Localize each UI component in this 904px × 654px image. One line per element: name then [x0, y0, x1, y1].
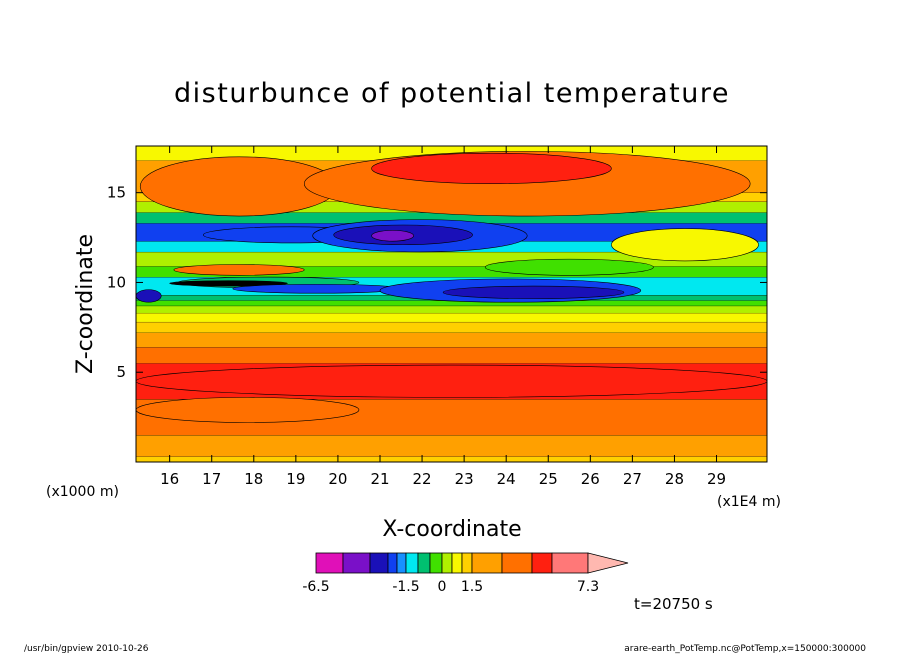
y-axis-label: Z-coordinate [73, 234, 98, 374]
colorbar-segment [417, 552, 431, 574]
colorbar-segment [461, 552, 473, 574]
colorbar-segment [396, 552, 407, 574]
contour-region [484, 258, 654, 276]
x-tick-label: 17 [202, 470, 221, 488]
contour-band [136, 435, 767, 457]
x-tick-label: 25 [539, 470, 558, 488]
colorbar-label: -6.5 [302, 579, 329, 595]
x-tick-label: 18 [244, 470, 263, 488]
x-axis: 16 17 18 19 20 21 22 23 24 25 26 27 28 29 [160, 146, 726, 488]
colorbar-segment [369, 552, 389, 574]
contour-band [136, 347, 767, 364]
colorbar-label: 1.5 [461, 579, 483, 595]
colorbar-segment [429, 552, 443, 574]
contour-region [169, 280, 288, 287]
colorbar-segment [342, 552, 371, 574]
contour-band [136, 312, 767, 322]
colorbar-segment [501, 552, 533, 574]
x-tick-label: 27 [623, 470, 642, 488]
footer-right: arare-earth_PotTemp.nc@PotTemp,x=150000:… [624, 644, 866, 654]
colorbar-label: 7.3 [577, 579, 599, 595]
x-tick-label: 24 [497, 470, 516, 488]
contour-region [371, 230, 414, 242]
contour-region [136, 397, 360, 423]
contour-band [136, 212, 767, 224]
x-tick-label: 22 [413, 470, 432, 488]
colorbar-segment [315, 552, 344, 574]
x-tick-label: 26 [581, 470, 600, 488]
contour-band [136, 300, 767, 306]
y-tick-label: 5 [116, 363, 126, 381]
contour-band [136, 305, 767, 313]
y-tick-label: 10 [107, 273, 126, 291]
x-axis-label: X-coordinate [382, 517, 521, 542]
footer-left: /usr/bin/gpview 2010-10-26 [24, 644, 149, 654]
x-tick-label: 21 [370, 470, 389, 488]
colorbar-segment [451, 552, 463, 574]
x-unit-right: (x1E4 m) [717, 494, 781, 510]
contour-region [136, 364, 767, 398]
colorbar-segment [441, 552, 453, 574]
contour-region [371, 152, 612, 185]
y-tick-label: 15 [107, 184, 126, 202]
x-unit-left: (x1000 m) [46, 484, 119, 500]
contour-region [442, 285, 625, 299]
time-label: t=20750 s [634, 595, 713, 613]
colorbar-segment [551, 552, 589, 574]
x-tick-label: 29 [707, 470, 726, 488]
x-tick-label: 16 [160, 470, 179, 488]
contour-region [136, 289, 162, 303]
contour-band [136, 266, 767, 278]
contour-band [136, 321, 767, 333]
contour-region [232, 283, 402, 294]
x-tick-label: 28 [665, 470, 684, 488]
contour-band [136, 332, 767, 348]
colorbar-segment [405, 552, 419, 574]
plot-area [136, 146, 767, 462]
x-tick-label: 19 [286, 470, 305, 488]
y-axis: 5 10 15 [107, 184, 767, 381]
chart-title: disturbunce of potential temperature [174, 78, 730, 109]
colorbar-segment [471, 552, 503, 574]
colorbar-segment [531, 552, 553, 574]
colorbar-arrow [587, 552, 629, 574]
contour-region [611, 228, 759, 262]
contour-band [136, 456, 767, 462]
colorbar [315, 552, 629, 574]
x-tick-label: 20 [328, 470, 347, 488]
x-tick-label: 23 [455, 470, 474, 488]
colorbar-label: 0 [438, 579, 447, 595]
colorbar-label: -1.5 [392, 579, 419, 595]
contour-region [173, 264, 305, 276]
plot-frame [135, 145, 768, 463]
colorbar-segment [387, 552, 398, 574]
colorbar-labels: -6.5 -1.5 0 1.5 7.3 [302, 579, 599, 595]
